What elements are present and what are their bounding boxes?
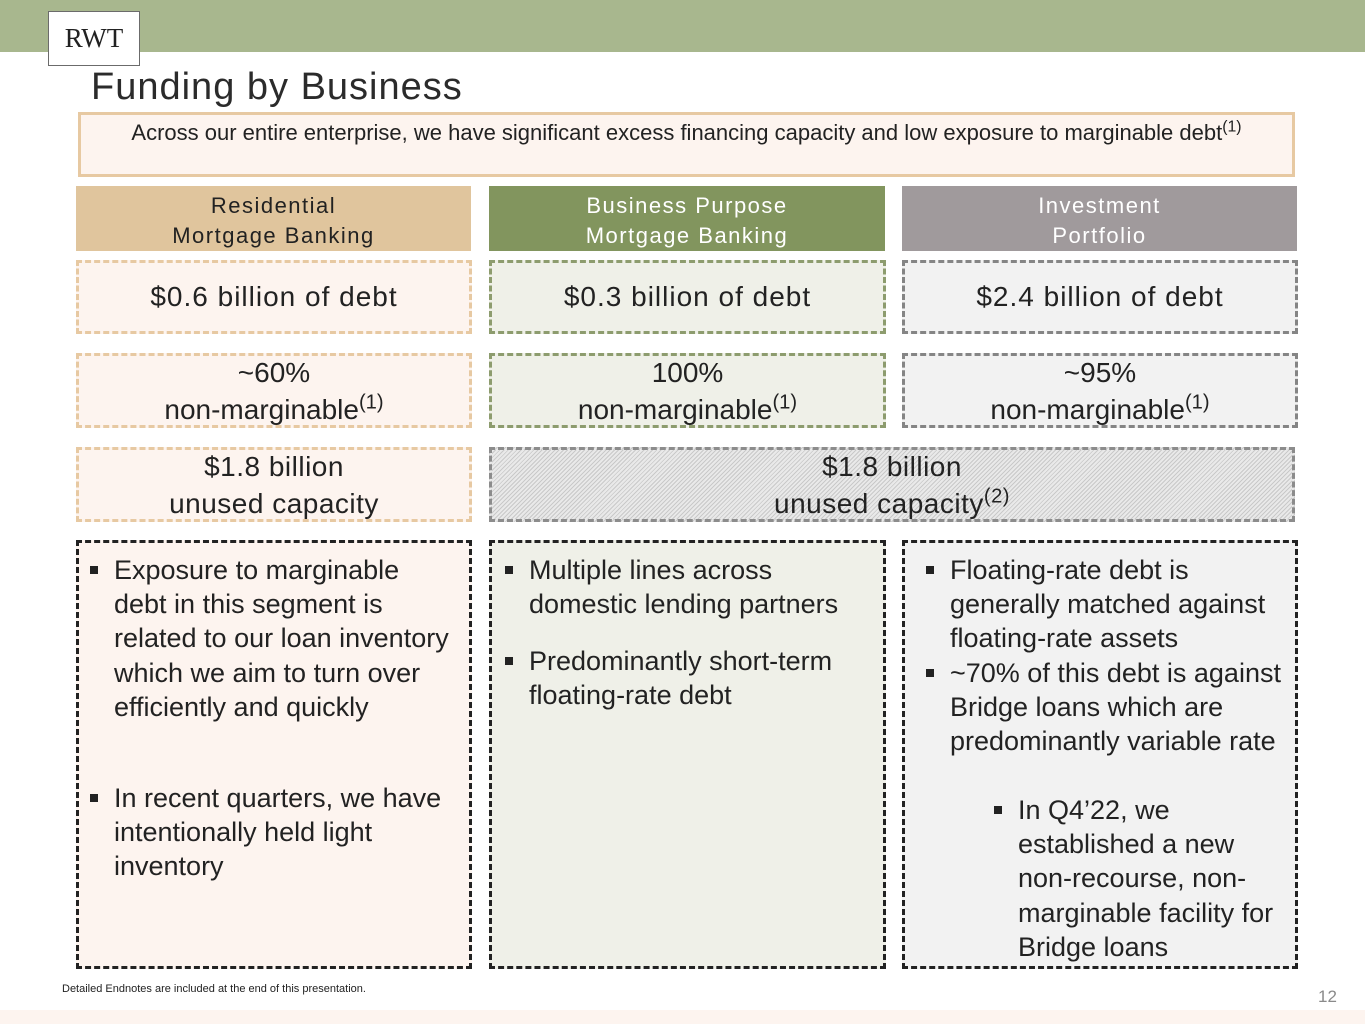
residential-unused-capacity: $1.8 billion unused capacity <box>76 447 472 522</box>
sub-list-item: In Q4’22, we established a new non-recou… <box>994 793 1288 964</box>
residential-pct: ~60% <box>237 356 311 388</box>
header-investment-portfolio: Investment Portfolio <box>902 186 1297 251</box>
investment-bullets: Floating-rate debt is generally matched … <box>902 540 1298 969</box>
investment-debt: $2.4 billion of debt <box>902 260 1298 334</box>
list-item: Predominantly short-term floating-rate d… <box>505 644 869 712</box>
business-purpose-debt: $0.3 billion of debt <box>489 260 886 334</box>
residential-bullets: Exposure to marginable debt in this segm… <box>76 540 472 969</box>
header-business-purpose: Business Purpose Mortgage Banking <box>489 186 885 251</box>
company-logo: RWT <box>48 11 140 66</box>
summary-text: Across our entire enterprise, we have si… <box>131 120 1223 145</box>
bullet-square-icon <box>994 806 1002 814</box>
bullet-square-icon <box>505 566 513 574</box>
bullet-square-icon <box>926 669 934 677</box>
shared-unused-capacity: $1.8 billion unused capacity(2) <box>489 447 1295 522</box>
summary-note: (1) <box>1222 118 1242 136</box>
bullet-square-icon <box>505 657 513 665</box>
top-banner-bar <box>0 0 1365 52</box>
list-item: Exposure to marginable debt in this segm… <box>90 553 459 724</box>
list-item: Multiple lines across domestic lending p… <box>505 553 869 621</box>
header-residential: Residential Mortgage Banking <box>76 186 471 251</box>
page-title: Funding by Business <box>91 66 463 108</box>
list-item: In recent quarters, we have intentionall… <box>90 781 459 884</box>
residential-non-marginable: ~60% non-marginable(1) <box>76 353 472 428</box>
footnote: Detailed Endnotes are included at the en… <box>62 983 366 995</box>
summary-banner: Across our entire enterprise, we have si… <box>78 112 1295 177</box>
investment-non-marginable: ~95% non-marginable(1) <box>902 353 1298 428</box>
list-item: ~70% of this debt is against Bridge loan… <box>926 656 1295 759</box>
bullet-square-icon <box>90 566 98 574</box>
list-item: Floating-rate debt is generally matched … <box>926 553 1295 656</box>
residential-debt: $0.6 billion of debt <box>76 260 472 334</box>
bullet-square-icon <box>926 566 934 574</box>
page-number: 12 <box>1318 987 1337 1006</box>
investment-pct: ~95% <box>1063 356 1137 388</box>
business-purpose-pct: 100% <box>651 356 724 388</box>
bullet-square-icon <box>90 794 98 802</box>
bottom-band <box>0 1010 1365 1024</box>
business-purpose-non-marginable: 100% non-marginable(1) <box>489 353 886 428</box>
business-purpose-bullets: Multiple lines across domestic lending p… <box>489 540 886 969</box>
